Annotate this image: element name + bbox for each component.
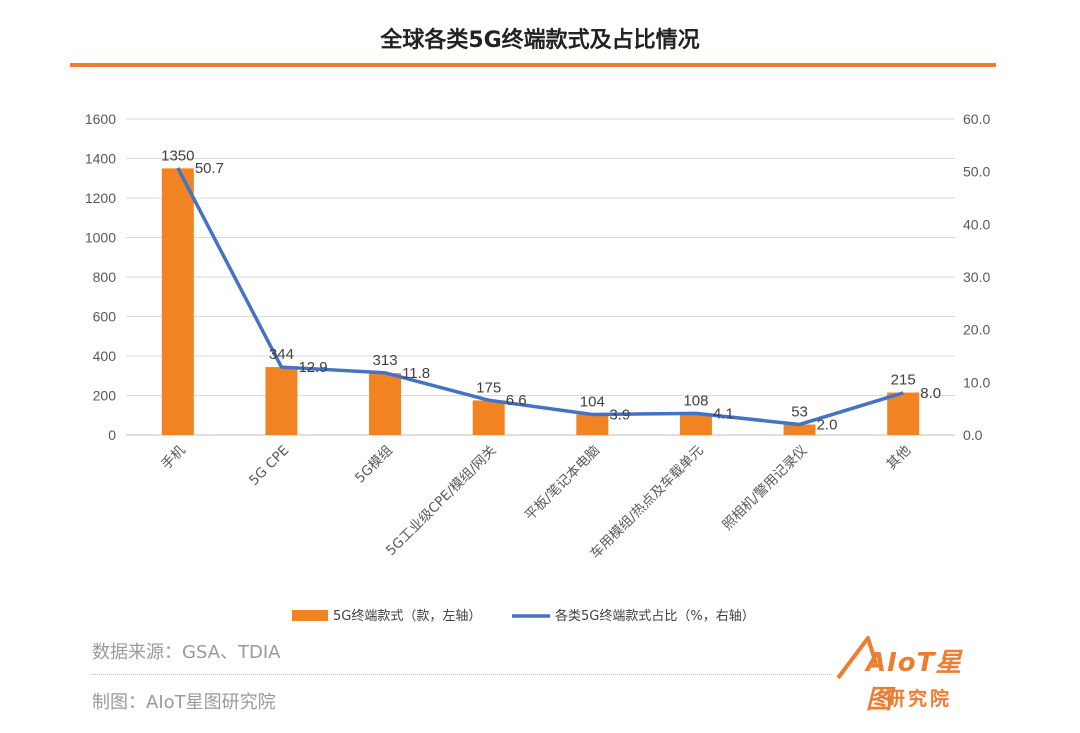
line-value-label: 4.1: [713, 405, 734, 422]
right-tick-label: 10.0: [963, 374, 990, 390]
legend-bar-label: 5G终端款式（款，左轴）: [333, 608, 481, 624]
left-tick-label: 1200: [85, 190, 116, 206]
bar-value-label: 108: [683, 393, 708, 410]
dotted-divider: [92, 674, 832, 675]
bar-value-label: 175: [476, 379, 501, 396]
category-label: 其他: [884, 443, 914, 473]
left-tick-label: 600: [93, 309, 117, 325]
left-tick-label: 1600: [85, 111, 116, 127]
line-value-label: 2.0: [817, 416, 838, 433]
line-value-label: 11.8: [402, 365, 430, 382]
right-tick-label: 0.0: [963, 427, 983, 443]
bar: [887, 392, 920, 435]
line-value-label: 50.7: [195, 160, 224, 177]
category-label: 5G CPE: [246, 443, 292, 489]
line-series: [176, 167, 904, 427]
title-underline: [70, 63, 996, 67]
line-value-label: 12.9: [298, 359, 327, 376]
right-tick-label: 50.0: [963, 164, 990, 180]
legend: 5G终端款式（款，左轴） 各类5G终端款式占比（%，右轴）: [292, 608, 755, 624]
legend-bar-swatch: [292, 610, 328, 621]
category-label: 5G工业级CPE/模组/网关: [383, 443, 499, 559]
bar: [576, 414, 609, 435]
left-tick-label: 200: [93, 388, 117, 404]
data-labels: 1350 344 313 175 104 108 53 215 50.7 12.9 11.8 6.6 3…: [161, 147, 941, 433]
right-axis: 0.0 10.0 20.0 30.0 40.0 50.0 60.0: [963, 111, 990, 443]
bar: [369, 373, 402, 435]
line-value-label: 6.6: [506, 392, 527, 409]
left-tick-label: 400: [93, 348, 117, 364]
line-value-label: 3.9: [609, 406, 630, 423]
chart-credit: 制图：AIoT星图研究院: [92, 692, 276, 713]
logo-mark-icon: [836, 636, 878, 680]
share-line: [176, 167, 904, 427]
left-tick-label: 0: [108, 427, 116, 443]
bar: [679, 413, 712, 435]
category-label: 5G模组: [352, 443, 396, 487]
left-axis: 0 200 400 600 800 1000 1200 1400 1600: [85, 111, 116, 443]
line-value-label: 8.0: [920, 385, 941, 402]
bar: [783, 424, 816, 435]
left-tick-label: 1000: [85, 230, 116, 246]
bar: [161, 168, 194, 435]
logo-subtitle: 研究院: [886, 688, 953, 710]
right-tick-label: 20.0: [963, 322, 990, 338]
logo-wordmark: AIoT星图: [866, 648, 963, 715]
bar-value-label: 104: [580, 393, 605, 410]
legend-line-label: 各类5G终端款式占比（%，右轴）: [555, 608, 755, 624]
category-label: 平板/笔记本电脑: [522, 443, 603, 524]
right-tick-label: 60.0: [963, 111, 990, 127]
bar-value-label: 344: [269, 346, 294, 363]
bar-value-label: 313: [373, 352, 398, 369]
bar: [472, 400, 505, 435]
chart-title: 全球各类5G终端款式及占比情况: [380, 28, 700, 53]
right-tick-label: 40.0: [963, 216, 990, 232]
data-source: 数据来源：GSA、TDIA: [92, 642, 281, 663]
category-label: 照相机/警用记录仪: [719, 442, 810, 533]
combo-chart: 0 200 400 600 800 1000 1200 1400 1600 0.0 10.0 20.…: [85, 111, 991, 624]
bar-value-label: 53: [791, 404, 808, 421]
bar-series: [161, 168, 920, 435]
bar-value-label: 1350: [161, 147, 194, 164]
left-tick-label: 1400: [85, 151, 116, 167]
right-tick-label: 30.0: [963, 269, 990, 285]
gridlines: [126, 118, 955, 436]
left-tick-label: 800: [93, 269, 117, 285]
category-label: 车用模组/热点及车载单元: [587, 442, 707, 562]
category-label: 手机: [158, 442, 189, 473]
bar-value-label: 215: [891, 372, 916, 389]
bar: [265, 367, 298, 435]
aiot-logo: AIoT星图 研究院: [836, 634, 986, 715]
